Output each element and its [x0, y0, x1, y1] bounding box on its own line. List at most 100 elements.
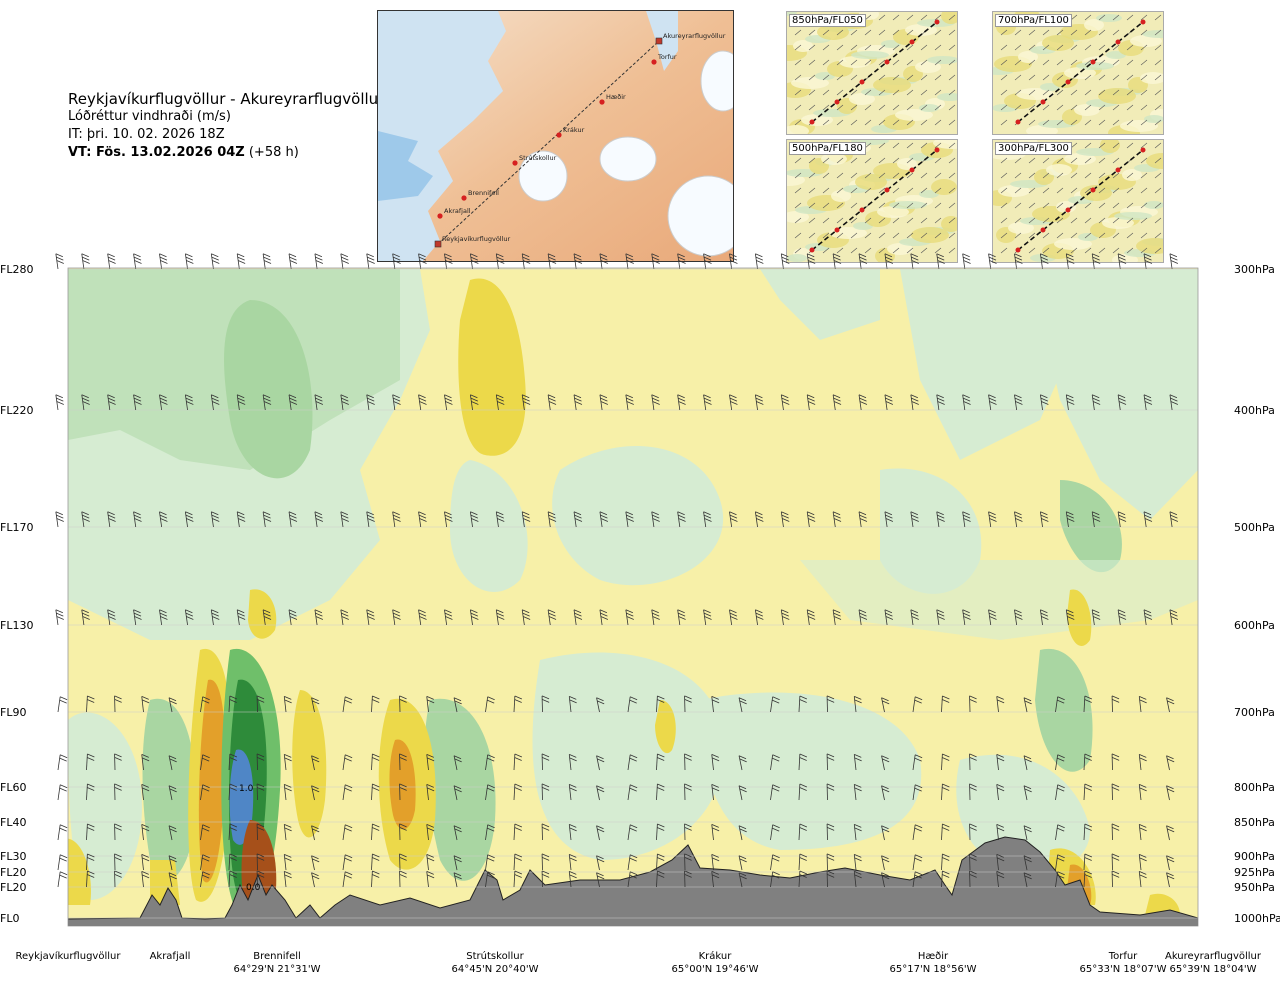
barb-feather — [372, 783, 380, 788]
barb-feather — [826, 699, 835, 703]
barb-shaft — [141, 871, 144, 888]
wind-barb — [184, 253, 194, 270]
barb-feather — [169, 858, 177, 863]
barb-shaft — [1083, 823, 1086, 841]
mini-barb — [864, 247, 872, 254]
wind-barb — [962, 609, 971, 626]
barb-feather — [882, 700, 890, 705]
mini-barb — [1000, 232, 1008, 239]
barb-shaft — [513, 870, 516, 888]
barb-feather — [289, 401, 298, 405]
barb-shaft — [573, 609, 577, 626]
barb-feather — [487, 784, 495, 789]
wind-barb — [798, 783, 808, 801]
barb-feather — [799, 757, 807, 761]
mini-barb — [920, 59, 928, 66]
barb-feather — [229, 757, 237, 761]
wind-barb — [133, 253, 142, 270]
barb-shaft — [200, 824, 204, 841]
barb-feather — [1170, 397, 1178, 402]
barb-shaft — [283, 784, 287, 801]
contour-label-0: 0.0 — [246, 883, 261, 893]
wind-barb — [996, 754, 1005, 771]
barb-shaft — [996, 754, 999, 771]
barb-feather — [678, 616, 686, 620]
barb-feather — [881, 855, 889, 860]
mini-barb — [808, 172, 816, 179]
barb-feather — [884, 253, 893, 258]
barb-shaft — [754, 511, 758, 528]
mini-barb — [878, 142, 886, 149]
barb-feather — [1023, 697, 1032, 702]
barb-feather — [211, 514, 219, 519]
velocity-contour — [1145, 893, 1180, 915]
barb-feather — [1015, 260, 1023, 264]
barb-feather — [344, 871, 353, 876]
barb-shaft — [729, 511, 733, 528]
wind-barb — [936, 253, 945, 270]
mini-barb — [892, 14, 900, 21]
mini-barb — [1000, 172, 1008, 179]
barb-feather — [755, 511, 763, 516]
mini-barb — [850, 74, 858, 81]
flight-level-label: FL220 — [0, 404, 33, 417]
barb-feather — [677, 511, 685, 516]
barb-feather — [284, 699, 292, 704]
barb-feather — [730, 260, 738, 264]
barb-feather — [937, 401, 945, 405]
barb-feather — [574, 616, 583, 620]
barb-feather — [211, 511, 219, 516]
barb-feather — [229, 874, 237, 878]
barb-shaft — [426, 824, 429, 841]
barb-feather — [87, 757, 95, 761]
mini-waypoint — [884, 187, 890, 193]
barb-feather — [885, 514, 893, 519]
wind-barb — [288, 609, 298, 626]
barb-feather — [284, 871, 292, 875]
barb-shaft — [283, 824, 287, 841]
barb-feather — [108, 616, 116, 620]
mini-barb — [1112, 59, 1120, 66]
barb-feather — [807, 401, 816, 405]
barb-feather — [1144, 518, 1153, 522]
wind-barb — [568, 754, 577, 771]
barb-feather — [1111, 870, 1120, 875]
barb-feather — [186, 260, 194, 264]
wind-barb — [453, 825, 462, 841]
mini-barb — [1070, 247, 1078, 254]
mini-blob — [889, 201, 927, 209]
mini-barb — [1112, 142, 1120, 149]
barb-shaft — [798, 783, 801, 801]
barb-shaft — [200, 854, 204, 871]
barb-feather — [392, 612, 401, 617]
barb-feather — [87, 699, 95, 703]
mini-barb — [1154, 232, 1162, 239]
wind-barb — [210, 511, 220, 528]
barb-shaft — [912, 784, 916, 801]
wind-barb — [314, 609, 324, 626]
mini-barb — [1014, 89, 1022, 96]
barb-feather — [114, 787, 122, 791]
mini-barb — [920, 119, 928, 126]
mini-barb — [1140, 59, 1148, 66]
flight-level-label: FL20 — [0, 866, 26, 879]
barb-feather — [399, 857, 407, 861]
barb-feather — [1084, 699, 1092, 703]
barb-feather — [445, 401, 453, 405]
barb-shaft — [236, 253, 240, 270]
barb-shaft — [806, 609, 810, 626]
barb-feather — [341, 397, 349, 402]
barb-feather — [799, 870, 808, 875]
mini-barb — [1098, 187, 1106, 194]
barb-feather — [730, 616, 738, 620]
wind-barb — [826, 695, 835, 713]
barb-shaft — [881, 697, 885, 713]
plot-frame — [67, 267, 1199, 927]
barb-shaft — [57, 784, 61, 801]
barb-feather — [1057, 857, 1065, 862]
mini-blob — [787, 211, 809, 223]
barb-feather — [911, 518, 919, 522]
barb-feather — [657, 823, 665, 828]
wind-barb — [236, 609, 246, 626]
mini-barb — [1126, 89, 1134, 96]
